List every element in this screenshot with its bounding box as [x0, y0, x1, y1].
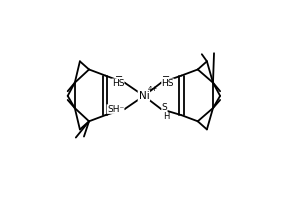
Text: H: H [164, 112, 170, 121]
Text: Ni: Ni [139, 91, 149, 101]
Text: −: − [116, 72, 124, 82]
Text: S: S [162, 103, 167, 112]
Text: HS: HS [162, 79, 174, 88]
Text: HS: HS [112, 79, 124, 88]
Text: 4+: 4+ [148, 86, 158, 92]
Text: SH⁻: SH⁻ [107, 105, 124, 114]
Text: −: − [162, 72, 170, 82]
